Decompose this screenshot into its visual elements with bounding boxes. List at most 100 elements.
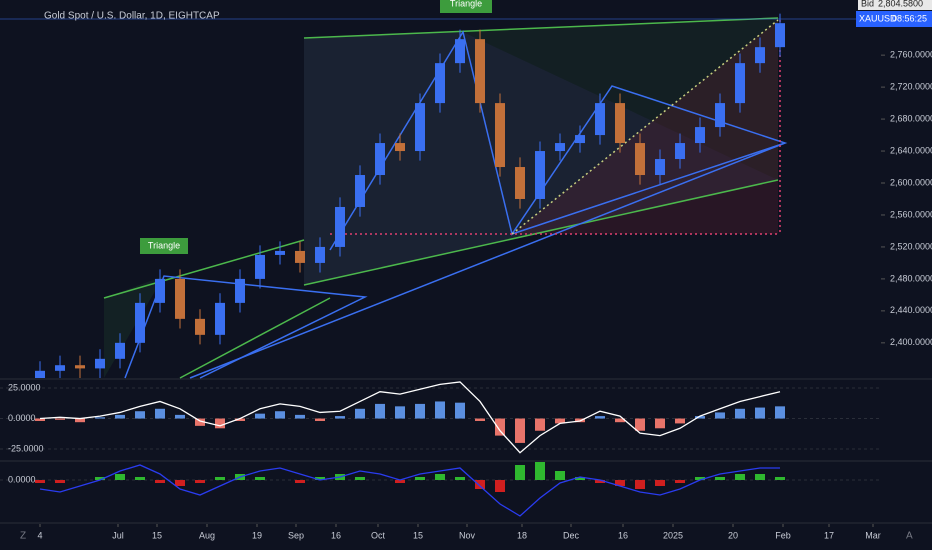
histogram-bar [655, 480, 665, 486]
histogram-bar [75, 418, 85, 423]
candle-body [715, 103, 725, 128]
countdown: 08:56:25 [892, 13, 927, 23]
histogram-bar [95, 417, 105, 419]
histogram-bar [755, 407, 765, 419]
candle-body [735, 63, 745, 104]
histogram-bar [435, 474, 445, 480]
x-tick-label: Sep [288, 530, 304, 540]
candle-body [215, 302, 225, 335]
histogram-bar [455, 402, 465, 419]
histogram-bar [615, 480, 625, 486]
histogram-bar [195, 418, 205, 426]
candle-body [335, 206, 345, 247]
histogram-bar [255, 477, 265, 480]
candle-body [755, 47, 765, 64]
candle-body [195, 318, 205, 335]
x-tick-label: Dec [563, 530, 580, 540]
histogram-bar [135, 477, 145, 480]
candle-body [575, 135, 585, 144]
x-tick-label: Aug [199, 530, 215, 540]
candle-body [535, 151, 545, 199]
histogram-bar [475, 418, 485, 421]
x-tick-label: 15 [152, 530, 162, 540]
annotation: Triangle [450, 0, 482, 8]
indicator-line [39, 381, 781, 454]
y-tick-label: 0.0000 [8, 413, 36, 423]
histogram-bar [275, 411, 285, 419]
histogram-bar [735, 408, 745, 419]
histogram-bar [415, 477, 425, 480]
y-tick-label: 2,720.0000 [890, 81, 932, 91]
candle-body [315, 246, 325, 263]
histogram-bar [635, 418, 645, 431]
axis-icon[interactable]: A [906, 531, 913, 542]
histogram-bar [55, 418, 65, 420]
histogram-bar [535, 418, 545, 431]
y-tick-label: 2,440.0000 [890, 305, 932, 315]
histogram-bar [295, 414, 305, 419]
indicator-line [39, 464, 780, 517]
bid-price: 2,804.5800 [878, 0, 923, 8]
histogram-bar [475, 480, 485, 489]
histogram-bar [515, 418, 525, 443]
x-tick-label: 16 [618, 530, 628, 540]
histogram-bar [335, 416, 345, 419]
histogram-bar [315, 418, 325, 421]
histogram-bar [115, 474, 125, 480]
y-tick-label: 2,520.0000 [890, 241, 932, 251]
histogram-bar [155, 480, 165, 483]
x-tick-label: Mar [865, 530, 881, 540]
candle-body [635, 143, 645, 176]
x-tick-label: 4 [37, 530, 42, 540]
y-tick-label: 2,640.0000 [890, 145, 932, 155]
candle-body [555, 143, 565, 152]
histogram-bar [295, 480, 305, 483]
annotation-box [440, 0, 492, 13]
histogram-bar [175, 414, 185, 419]
histogram-bar [735, 474, 745, 480]
candle-body [695, 127, 705, 144]
candle-body [675, 143, 685, 160]
histogram-bar [435, 401, 445, 419]
x-tick-label: 16 [331, 530, 341, 540]
symbol-tag [856, 11, 932, 27]
histogram-bar [695, 416, 705, 419]
candle-body [115, 342, 125, 359]
candle-body [655, 159, 665, 176]
x-tick-label: 19 [252, 530, 262, 540]
x-tick-label: 18 [517, 530, 527, 540]
histogram-bar [355, 408, 365, 419]
histogram-bar [775, 477, 785, 480]
histogram-bar [315, 477, 325, 480]
candle-body [95, 358, 105, 369]
candle-body [435, 63, 445, 104]
x-tick-label: Feb [775, 530, 791, 540]
histogram-bar [115, 414, 125, 419]
histogram-bar [555, 471, 565, 480]
candle-body [395, 143, 405, 152]
histogram-bar [495, 418, 505, 436]
candle-body [295, 250, 305, 263]
histogram-bar [135, 411, 145, 419]
candle-body [375, 143, 385, 176]
bid-label: Bid [861, 0, 874, 8]
candle-body [595, 103, 605, 136]
axis-icon[interactable]: Z [20, 531, 26, 542]
histogram-bar [495, 480, 505, 492]
y-tick-label: 2,400.0000 [890, 337, 932, 347]
candle-body [155, 278, 165, 303]
histogram-bar [35, 480, 45, 483]
candle-body [75, 365, 85, 369]
candle-body [175, 278, 185, 319]
x-tick-label: Oct [371, 530, 386, 540]
chart-title: Gold Spot / U.S. Dollar, 1D, EIGHTCAP [44, 11, 220, 22]
histogram-bar [675, 418, 685, 424]
x-tick-label: Nov [459, 530, 476, 540]
candle-body [415, 103, 425, 152]
candle-body [355, 175, 365, 207]
histogram-bar [415, 403, 425, 419]
candle-body [135, 302, 145, 343]
bid-box [858, 0, 932, 10]
